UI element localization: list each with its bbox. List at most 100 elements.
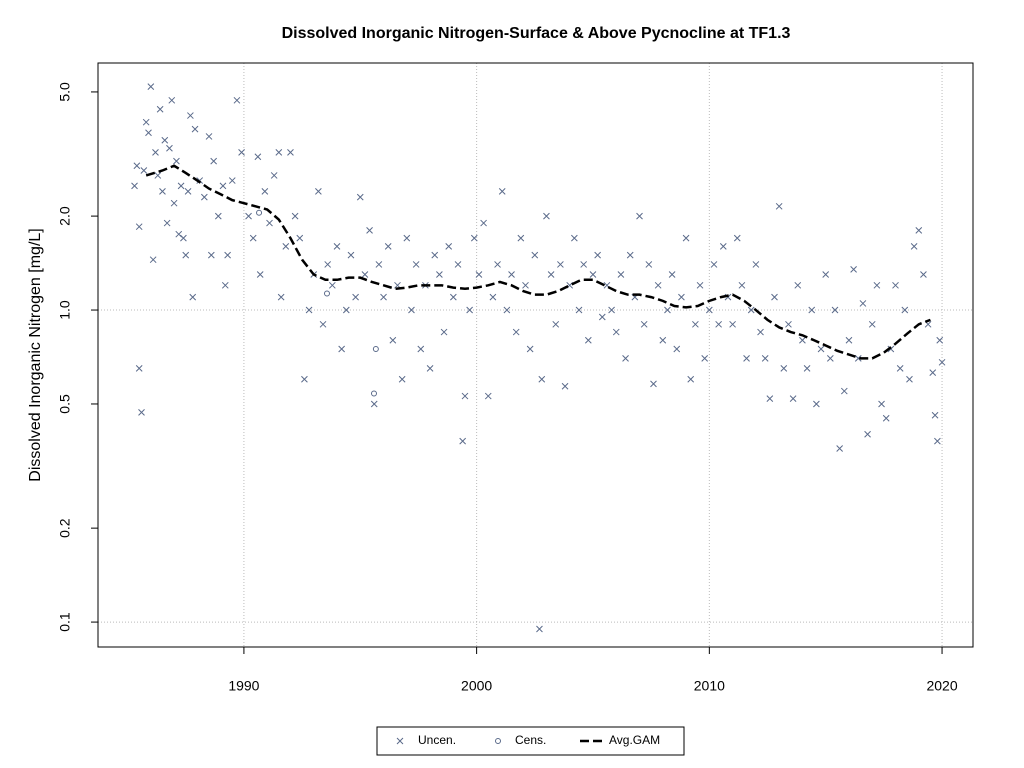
- uncensored-point: [608, 306, 615, 314]
- uncensored-point: [245, 212, 252, 220]
- uncensored-point: [480, 219, 487, 227]
- uncensored-point: [254, 153, 262, 161]
- uncensored-point: [270, 172, 278, 179]
- uncensored-point: [282, 242, 290, 250]
- uncensored-point: [896, 365, 904, 372]
- legend-marker: [396, 737, 404, 745]
- uncensored-point: [813, 400, 820, 408]
- uncensored-point: [617, 271, 625, 278]
- uncensored-point: [361, 271, 369, 278]
- uncensored-point: [920, 271, 927, 278]
- uncensored-point: [561, 382, 569, 390]
- uncensored-point: [915, 227, 923, 234]
- uncensored-point: [887, 345, 895, 353]
- x-tick-label: 1990: [228, 678, 259, 694]
- uncensored-point: [836, 445, 844, 452]
- uncensored-point: [892, 281, 899, 289]
- uncensored-point: [598, 313, 606, 321]
- uncensored-point: [575, 306, 583, 314]
- uncensored-point: [589, 271, 597, 278]
- uncensored-point: [470, 234, 478, 242]
- uncensored-point: [238, 149, 245, 156]
- uncensored-point: [200, 193, 208, 201]
- censored-point: [370, 390, 377, 397]
- uncensored-point: [166, 144, 173, 152]
- uncensored-point: [484, 392, 492, 400]
- uncensored-point: [191, 125, 199, 133]
- uncensored-point: [417, 345, 425, 353]
- uncensored-point: [333, 242, 341, 250]
- uncensored-point: [291, 212, 299, 220]
- uncensored-point: [454, 261, 462, 268]
- uncensored-point: [571, 234, 578, 242]
- uncensored-point: [221, 281, 229, 289]
- uncensored-point: [161, 136, 169, 144]
- uncensored-point: [873, 281, 881, 289]
- uncensored-point: [738, 281, 746, 289]
- uncensored-point: [710, 261, 718, 268]
- chart-title: Dissolved Inorganic Nitrogen-Surface & A…: [282, 25, 791, 42]
- uncensored-point: [664, 306, 671, 314]
- uncensored-point: [145, 129, 152, 137]
- uncensored-point: [508, 271, 515, 278]
- y-tick-label: 1.0: [57, 300, 73, 320]
- uncensored-point: [645, 261, 653, 268]
- censored-point: [372, 346, 379, 353]
- uncensored-point: [831, 306, 839, 314]
- uncensored-point: [389, 336, 397, 344]
- uncensored-point: [275, 149, 283, 156]
- uncensored-point: [910, 242, 918, 250]
- censored-point: [256, 209, 263, 216]
- y-tick-label: 2.0: [57, 206, 73, 226]
- uncensored-point: [752, 261, 760, 268]
- uncensored-point: [301, 375, 308, 383]
- uncensored-point: [140, 167, 148, 174]
- uncensored-point: [138, 409, 145, 416]
- uncensored-point: [526, 345, 534, 353]
- uncensored-point: [184, 188, 192, 195]
- uncensored-point: [938, 358, 946, 366]
- uncensored-point: [626, 251, 634, 259]
- uncensored-point: [817, 345, 825, 353]
- uncensored-point: [228, 177, 236, 184]
- uncensored-point: [131, 182, 138, 190]
- uncensored-point: [789, 395, 797, 403]
- uncensored-point: [780, 365, 788, 372]
- uncensored-point: [512, 328, 520, 336]
- uncensored-point: [466, 306, 473, 314]
- uncensored-point: [692, 320, 699, 328]
- uncensored-point: [498, 188, 506, 195]
- uncensored-point: [531, 251, 539, 259]
- uncensored-point: [277, 293, 285, 301]
- uncensored-point: [147, 83, 155, 90]
- uncensored-point: [398, 375, 406, 383]
- uncensored-point: [440, 328, 448, 336]
- uncensored-point: [705, 306, 713, 314]
- uncensored-point: [356, 193, 364, 201]
- uncensored-point: [522, 281, 529, 289]
- uncensored-point: [929, 369, 937, 377]
- uncensored-point: [696, 281, 704, 289]
- uncensored-point: [135, 223, 143, 231]
- uncensored-point: [366, 227, 373, 234]
- uncensored-point: [654, 281, 662, 289]
- uncensored-point: [342, 306, 350, 314]
- uncensored-point: [173, 157, 180, 165]
- uncensored-point: [315, 188, 322, 195]
- uncensored-point: [224, 251, 231, 259]
- uncensored-point: [936, 336, 944, 344]
- uncensored-point: [352, 293, 359, 301]
- y-tick-label: 0.5: [57, 394, 73, 414]
- uncensored-point: [682, 234, 690, 242]
- uncensored-point: [580, 261, 588, 268]
- uncensored-point: [808, 306, 816, 314]
- uncensored-point: [931, 411, 939, 419]
- uncensored-point: [149, 256, 157, 264]
- legend-label: Avg.GAM: [609, 733, 660, 747]
- uncensored-point: [822, 271, 830, 278]
- uncensored-point: [766, 395, 774, 403]
- uncensored-point: [668, 271, 676, 278]
- y-tick-label: 5.0: [57, 82, 73, 102]
- uncensored-point: [445, 242, 453, 250]
